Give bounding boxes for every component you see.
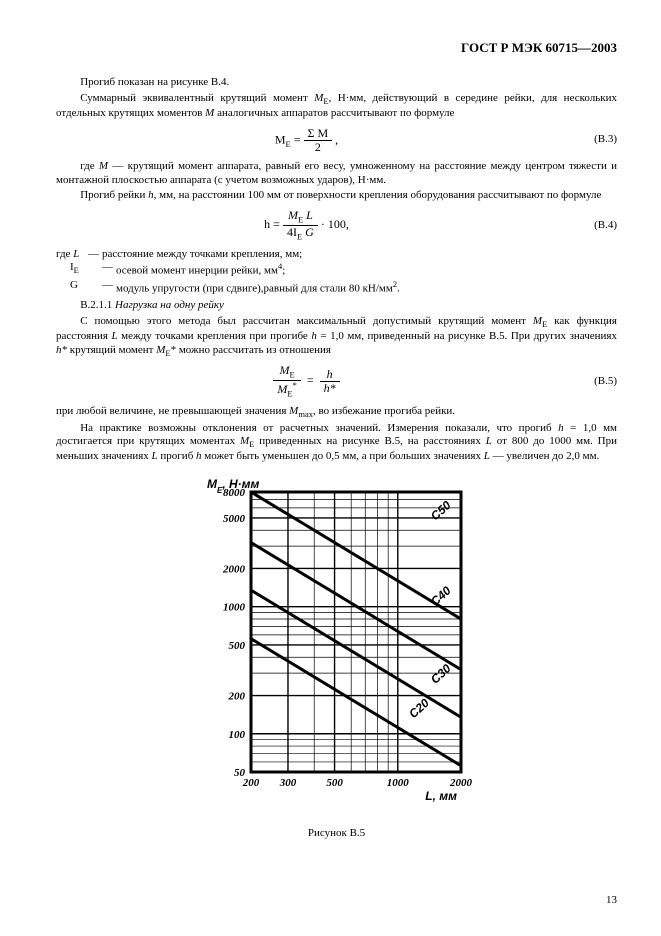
svg-text:300: 300 — [278, 777, 296, 789]
where1-txt: крутящий момент аппарата, равный его вес… — [56, 160, 617, 186]
chart-b5: 5010020050010002000500080002003005001000… — [187, 474, 487, 804]
eq4-num-a: M — [288, 208, 298, 222]
p7-e: прогиб — [158, 450, 196, 462]
svg-text:1000: 1000 — [223, 602, 246, 614]
where-m: где M — крутящий момент аппарата, равный… — [56, 160, 617, 188]
sub-211-it: Нагрузка на одну рейку — [115, 299, 224, 311]
eq3-num: Σ M — [304, 127, 333, 141]
where-l-sym: L — [73, 248, 79, 260]
where-g-sym: G — [70, 279, 78, 291]
svg-text:2000: 2000 — [222, 563, 246, 575]
sym-m: M — [205, 107, 214, 119]
paragraph-1: Прогиб показан на рисунке В.4. — [56, 76, 617, 90]
svg-text:500: 500 — [326, 777, 343, 789]
paragraph-3: Прогиб рейки h, мм, на расстоянии 100 мм… — [56, 189, 617, 203]
eq5-num-a: M — [280, 363, 290, 377]
figure-b5: 5010020050010002000500080002003005001000… — [56, 474, 617, 841]
eq4-tail: · 100, — [321, 217, 349, 231]
svg-text:200: 200 — [241, 777, 259, 789]
where1-sym: M — [99, 160, 108, 172]
p7-g: — увеличен до 2,0 мм. — [490, 450, 599, 462]
p7-a: На практике возможны отклонения от расче… — [80, 422, 558, 434]
p5-d: = 1,0 мм, приведенный на рисунке В.5. Пр… — [317, 330, 617, 342]
svg-text:L, мм: L, мм — [425, 789, 457, 803]
eq5-label: (В.5) — [557, 375, 617, 389]
where-l-txt: расстояние между точками крепления, мм; — [102, 248, 617, 262]
svg-text:500: 500 — [228, 640, 245, 652]
p3-a: Прогиб рейки — [80, 189, 148, 201]
p5-c: между точками крепления при прогибе — [118, 330, 312, 342]
where-block: где L — расстояние между точками креплен… — [56, 248, 617, 297]
p3-b: , мм, на расстоянии 100 мм от поверхност… — [154, 189, 602, 201]
subhead-b211: В.2.1.1 Нагрузка на одну рейку — [56, 299, 617, 313]
p5-a: С помощью этого метода был рассчитан мак… — [80, 315, 533, 327]
paragraph-2: Суммарный эквивалентный крутящий момент … — [56, 92, 617, 121]
where-ie-tail: ; — [282, 265, 285, 277]
figure-caption: Рисунок В.5 — [56, 827, 617, 841]
eq5-eq: = — [307, 373, 314, 387]
where1-head: где — [80, 160, 99, 172]
doc-header: ГОСТ Р МЭК 60715—2003 — [56, 40, 617, 56]
p7-c: приведенных на рисунке В.5, на расстояни… — [254, 435, 485, 447]
p5-e: крутящий момент — [67, 344, 156, 356]
paragraph-5: С помощью этого метода был рассчитан мак… — [56, 315, 617, 358]
sym-me: M — [314, 92, 323, 104]
p5-hstar: h* — [56, 344, 67, 356]
svg-text:2000: 2000 — [449, 777, 473, 789]
eq3-den: 2 — [304, 141, 333, 154]
paragraph-6: при любой величине, не превышающей значе… — [56, 405, 617, 420]
where-ie-sub: E — [74, 266, 79, 276]
equation-b4: h = ME L 4IE G · 100, (В.4) — [56, 209, 617, 241]
where-g-txt: модуль упругости (при сдвиге),равный для… — [116, 282, 393, 294]
eq4-label: (В.4) — [557, 219, 617, 233]
svg-text:200: 200 — [227, 690, 245, 702]
paragraph-7: На практике возможны отклонения от расче… — [56, 422, 617, 464]
eq4-den-b: G — [302, 225, 314, 239]
p5-f: можно рассчитать из отношения — [176, 344, 331, 356]
svg-text:5000: 5000 — [223, 513, 246, 525]
eq4-num-b: L — [303, 208, 313, 222]
equation-b5: ME ME* = h h* (В.5) — [56, 364, 617, 398]
svg-text:1000: 1000 — [386, 777, 409, 789]
where-g-tail: . — [397, 282, 400, 294]
equation-b3: МЕ = Σ M 2 , (В.3) — [56, 127, 617, 154]
p6-mmax-sub: max — [298, 409, 313, 419]
svg-text:100: 100 — [228, 729, 245, 741]
page-number: 13 — [606, 894, 617, 908]
where1-dash: — — [112, 160, 123, 172]
sub-211-num: В.2.1.1 — [80, 299, 115, 311]
p6-a: при любой величине, не превышающей значе… — [56, 405, 289, 417]
eq5-rhs-den: h* — [324, 381, 336, 395]
where-ie-txt: осевой момент инерции рейки, мм — [116, 265, 278, 277]
eq3-label: (В.3) — [557, 133, 617, 147]
p6-mmax: M — [289, 405, 298, 417]
p2-c: аналогичных аппаратов рассчитывают по фо… — [214, 107, 454, 119]
p2-a: Суммарный эквивалентный крутящий момент — [80, 92, 314, 104]
eq4-den-a: 4I — [287, 225, 297, 239]
p7-f: может быть уменьшен до 0,5 мм, а при бол… — [202, 450, 484, 462]
eq5-rhs-num: h — [327, 367, 333, 381]
eq4-lhs: h = — [264, 217, 280, 231]
eq5-den-a: M — [277, 382, 287, 396]
p6-b: , во избежание прогиба рейки. — [313, 405, 455, 417]
